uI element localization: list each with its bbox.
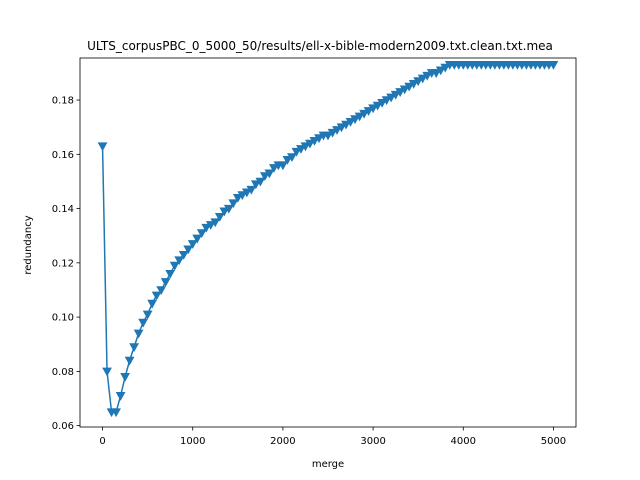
data-point-marker — [422, 71, 433, 81]
data-point-marker — [192, 234, 203, 244]
data-point-marker — [278, 161, 288, 171]
data-point-marker — [223, 204, 234, 214]
data-point-marker — [341, 120, 351, 130]
data-point-marker — [431, 69, 442, 78]
data-point-marker — [350, 115, 360, 125]
data-point-marker — [381, 96, 392, 106]
data-point-marker — [264, 169, 275, 179]
axes-frame — [79, 57, 577, 428]
data-point-marker — [377, 99, 387, 108]
y-axis-label: redundancy — [23, 215, 34, 274]
data-point-marker — [151, 291, 162, 301]
data-point-marker — [214, 212, 225, 222]
x-tick-label: 4000 — [451, 436, 476, 447]
data-point-marker — [210, 218, 221, 228]
data-point-marker — [160, 278, 171, 287]
data-point-marker — [129, 343, 139, 352]
data-point-marker — [232, 193, 243, 203]
data-point-marker — [314, 134, 324, 144]
data-point-marker — [174, 256, 185, 266]
x-tick-label: 3000 — [360, 436, 385, 447]
data-point-marker — [291, 147, 302, 157]
data-point-marker — [97, 142, 108, 152]
data-point-marker — [296, 145, 306, 154]
data-point-marker — [354, 112, 365, 122]
data-point-marker — [368, 104, 378, 114]
data-point-marker — [327, 128, 338, 138]
axes: 0 1000 2000 3000 4000 5000 0.06 0.08 0.10 0.12 0.1… — [52, 57, 577, 447]
y-tick-label: 0.16 — [52, 150, 74, 161]
data-point-marker — [138, 318, 149, 328]
y-tick-label: 0.08 — [52, 367, 74, 378]
data-point-marker — [147, 299, 158, 309]
chart-title: ULTS_corpusPBC_0_5000_50/results/ell-x-b… — [87, 39, 553, 53]
data-point-marker — [395, 88, 406, 97]
data-point-marker — [399, 85, 410, 95]
data-point-marker — [201, 223, 212, 233]
data-point-marker — [269, 164, 279, 173]
x-tick-label: 2000 — [270, 436, 295, 447]
data-point-marker — [156, 286, 167, 296]
data-point-marker — [165, 269, 176, 279]
data-point-marker — [386, 93, 397, 103]
y-tick-label: 0.10 — [52, 313, 74, 324]
data-point-marker — [196, 229, 207, 239]
data-point-marker — [178, 250, 189, 260]
data-point-marker — [404, 82, 415, 92]
data-point-marker — [111, 408, 121, 418]
data-point-marker — [363, 107, 374, 116]
x-tick-label: 0 — [99, 436, 105, 447]
data-point-marker — [124, 356, 135, 366]
data-point-marker — [305, 139, 315, 149]
x-tick-label: 5000 — [541, 436, 566, 447]
data-point-marker — [332, 126, 342, 135]
data-point-marker — [259, 172, 270, 182]
data-point-marker — [169, 261, 180, 271]
data-point-marker — [323, 131, 333, 141]
data-point-marker — [309, 136, 320, 146]
data-point-marker — [228, 199, 239, 209]
data-point-marker — [413, 77, 424, 87]
data-point-marker — [241, 188, 252, 198]
data-point-marker — [548, 61, 559, 70]
data-point-marker — [205, 221, 216, 230]
y-tick-label: 0.06 — [52, 421, 74, 432]
data-point-marker — [390, 90, 401, 100]
y-tick-label: 0.14 — [52, 204, 74, 215]
data-point-marker — [255, 177, 266, 187]
data-point-marker — [102, 367, 112, 377]
data-point-marker — [372, 101, 383, 111]
data-point-marker — [219, 207, 230, 217]
plot-area — [97, 61, 559, 418]
data-point-marker — [336, 123, 347, 133]
x-axis-label: merge — [312, 459, 344, 470]
data-point-marker — [120, 373, 130, 382]
data-point-marker — [133, 329, 144, 339]
y-tick-label: 0.18 — [52, 96, 74, 107]
data-point-marker — [435, 66, 446, 76]
data-point-marker — [300, 142, 311, 152]
x-tick-label: 1000 — [180, 436, 205, 447]
data-point-marker — [115, 392, 126, 401]
data-point-marker — [246, 185, 257, 195]
data-point-marker — [142, 310, 153, 320]
data-point-marker — [282, 155, 293, 165]
data-point-marker — [408, 80, 419, 89]
y-tick-label: 0.12 — [52, 258, 74, 269]
data-point-marker — [417, 74, 428, 84]
data-point-marker — [237, 191, 248, 201]
data-point-marker — [250, 180, 261, 190]
data-point-marker — [187, 240, 198, 249]
data-point-marker — [183, 245, 194, 255]
data-point-marker — [287, 153, 297, 163]
data-point-marker — [359, 109, 369, 119]
data-point-marker — [440, 63, 451, 73]
data-point-marker — [345, 118, 356, 127]
